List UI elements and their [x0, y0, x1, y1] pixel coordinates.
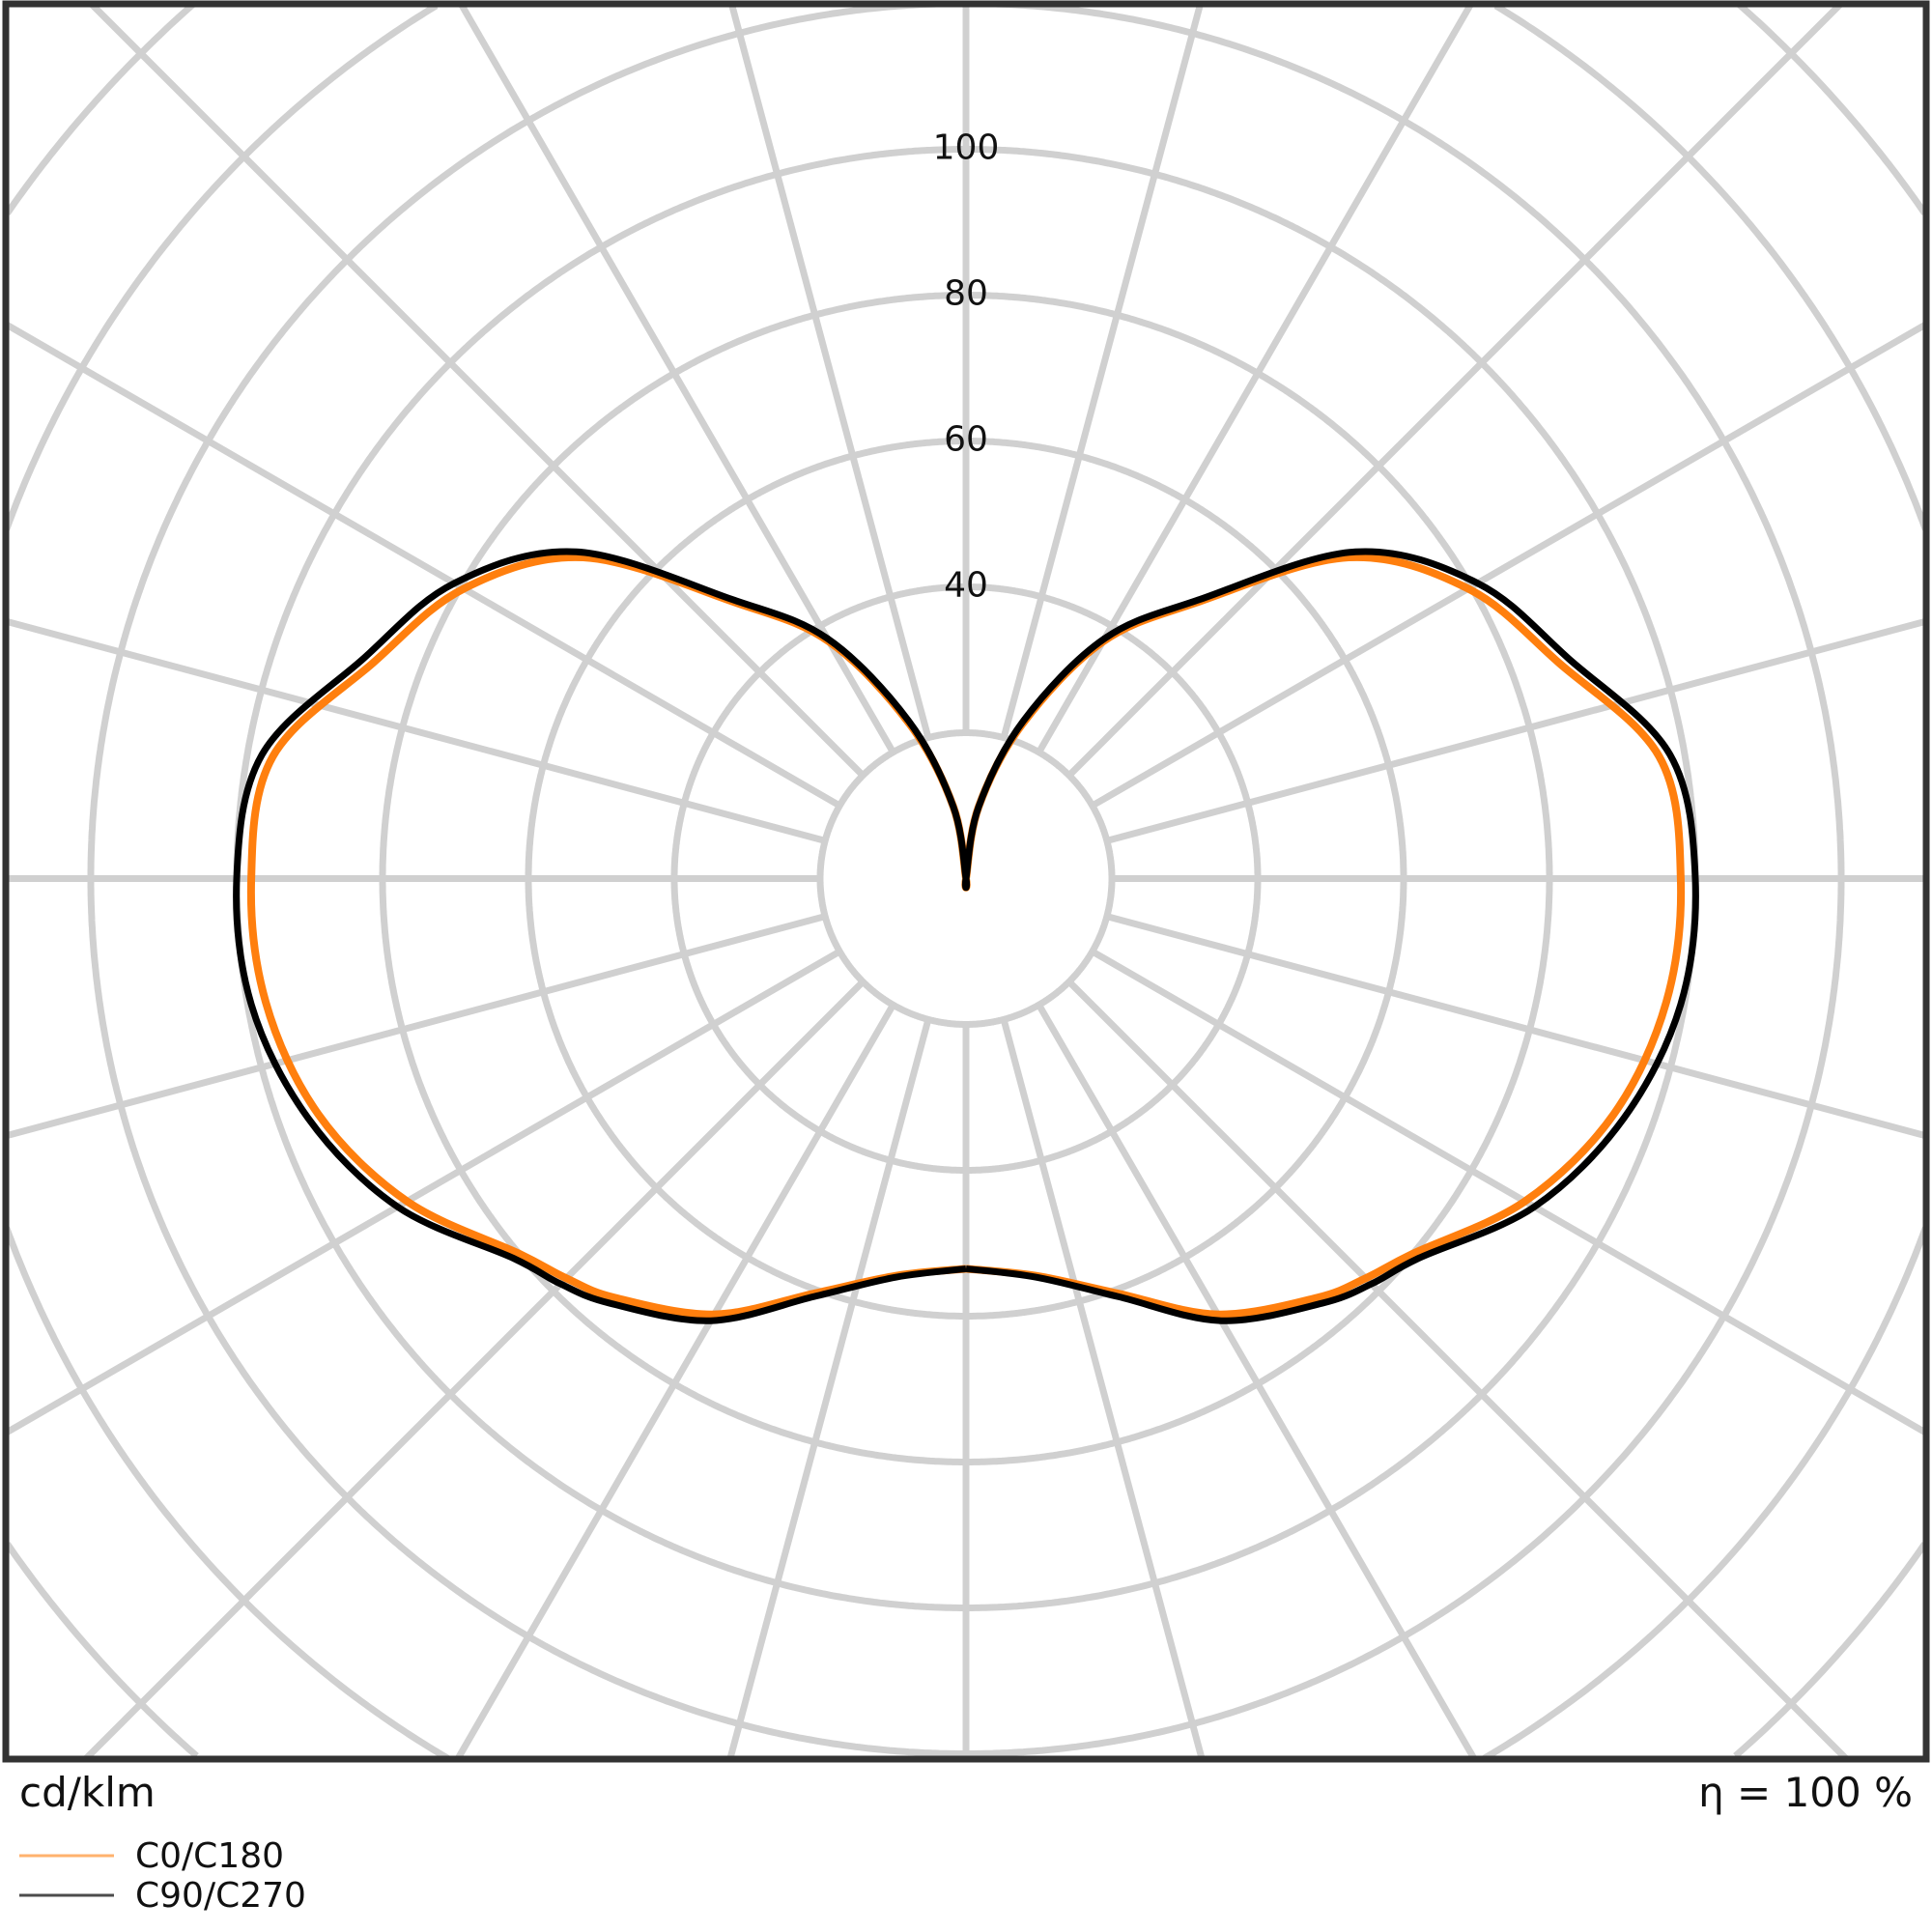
- legend-label-c0-c180: C0/C180: [135, 1836, 284, 1876]
- grid-spoke: [454, 1003, 896, 1761]
- grid-spoke: [1036, 2, 1474, 754]
- grid-spoke: [89, 1, 866, 779]
- radial-tick-label: 80: [944, 274, 988, 314]
- grid-ring: [87, 0, 1845, 1757]
- grid-spoke: [1105, 617, 1927, 844]
- legend: C0/C180 C90/C270: [19, 1836, 306, 1916]
- grid-spoke: [1105, 913, 1927, 1140]
- grid-spoke: [1036, 1003, 1478, 1761]
- grid-spoke: [458, 2, 896, 754]
- polar-grid: [3, 0, 1929, 1762]
- legend-label-c90-c270: C90/C270: [135, 1876, 306, 1916]
- unit-label: cd/klm: [19, 1769, 156, 1816]
- grid-spoke: [5, 617, 827, 844]
- grid-spoke: [4, 321, 841, 810]
- grid-spoke: [1000, 3, 1205, 739]
- grid-ring: [4, 2, 1928, 1759]
- grid-spoke: [5, 913, 827, 1140]
- grid-spoke: [1066, 1, 1843, 779]
- plot-frame: [2, 0, 1930, 1763]
- efficiency-label: η = 100 %: [1698, 1769, 1913, 1816]
- grid-spoke: [1066, 979, 1849, 1762]
- grid-spoke: [83, 979, 866, 1762]
- radial-tick-label: 100: [933, 128, 1000, 168]
- radial-tick-labels: 40 60 80 100: [933, 128, 1000, 606]
- grid-ring: [3, 2, 1929, 1762]
- radial-tick-label: 40: [944, 566, 988, 606]
- grid-spoke: [1091, 948, 1928, 1436]
- grid-spoke: [1091, 321, 1928, 810]
- grid-spoke: [726, 1018, 932, 1760]
- curves: [233, 548, 1699, 1324]
- series-curve-c90-c270: [233, 548, 1699, 1324]
- grid-spoke: [727, 3, 932, 739]
- radial-tick-label: 60: [944, 420, 988, 460]
- grid-spoke: [4, 948, 841, 1436]
- grid-spoke: [1000, 1018, 1206, 1760]
